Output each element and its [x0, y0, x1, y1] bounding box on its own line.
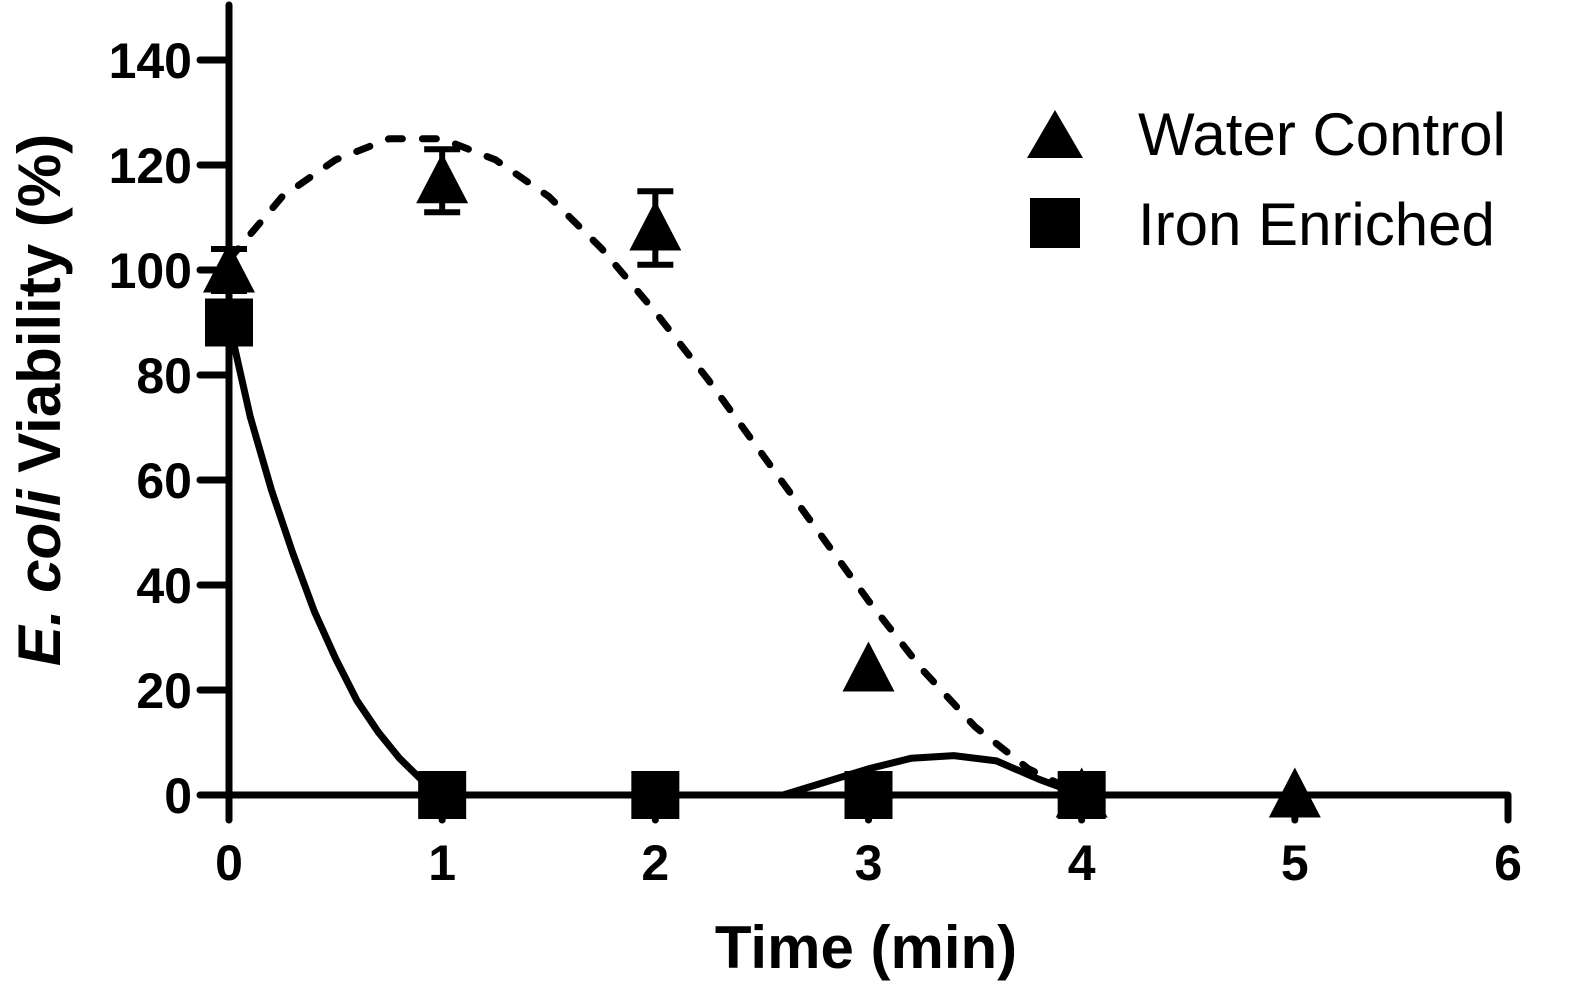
fit-line-iron-enriched: [225, 319, 1086, 799]
x-tick-label: 1: [428, 835, 456, 891]
fit-line-water-control: [225, 135, 1086, 799]
data-point-iron-enriched: [1057, 771, 1106, 819]
y-axis-title-italic: E. coli: [6, 488, 73, 666]
data-point-iron-enriched: [418, 771, 467, 819]
data-point-water-control: [842, 641, 895, 692]
x-tick-label: 2: [641, 835, 669, 891]
x-tick-label: 5: [1281, 835, 1309, 891]
y-tick-label: 80: [136, 348, 192, 404]
data-point-water-control: [629, 200, 682, 251]
legend-label-iron-enriched: Iron Enriched: [1138, 191, 1495, 258]
y-tick-label: 120: [109, 138, 192, 194]
y-axis-title: E. coli Viability (%): [6, 134, 73, 666]
data-markers: [203, 146, 1321, 819]
legend: Water Control Iron Enriched: [1027, 101, 1506, 258]
y-axis-title-rest: Viability (%): [6, 134, 73, 490]
legend-marker-iron-enriched: [1030, 198, 1080, 248]
x-tick-label: 4: [1068, 835, 1096, 891]
data-point-water-control: [203, 242, 255, 293]
legend-marker-water-control: [1027, 110, 1083, 158]
data-point-water-control: [416, 153, 469, 204]
y-tick-label: 20: [136, 663, 192, 719]
x-axis-title: Time (min): [715, 914, 1017, 981]
data-point-iron-enriched: [844, 771, 893, 819]
x-tick-label: 3: [855, 835, 883, 891]
x-tick-label: 6: [1494, 835, 1522, 891]
y-tick-label: 60: [136, 453, 192, 509]
data-point-iron-enriched: [631, 771, 680, 819]
data-point-iron-enriched: [205, 298, 253, 347]
y-tick-label: 140: [109, 33, 192, 89]
legend-label-water-control: Water Control: [1138, 101, 1506, 168]
data-point-water-control: [1268, 767, 1321, 818]
y-tick-label: 0: [164, 768, 192, 824]
y-tick-label: 40: [136, 558, 192, 614]
y-tick-label: 100: [109, 243, 192, 299]
x-tick-label: 0: [215, 835, 243, 891]
